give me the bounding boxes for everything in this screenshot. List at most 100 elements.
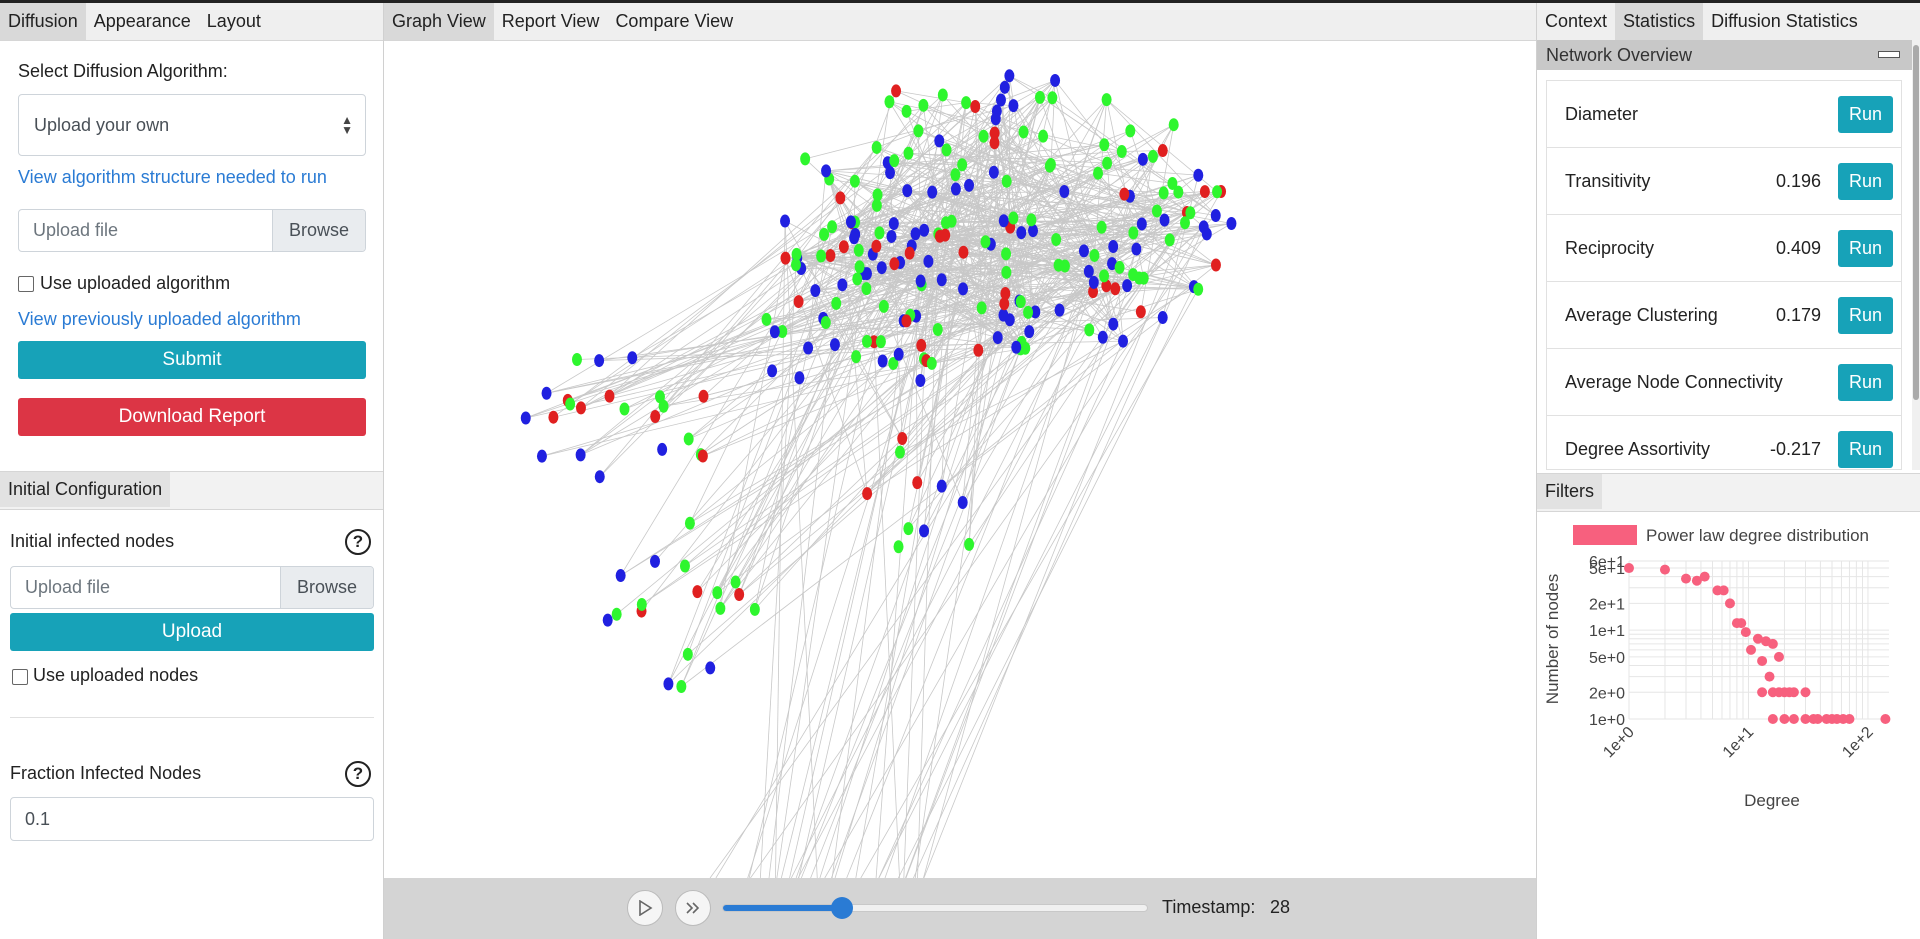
graph-node[interactable] (821, 164, 832, 178)
graph-node[interactable] (961, 96, 972, 110)
graph-node[interactable] (827, 220, 838, 234)
graph-node[interactable] (1083, 264, 1094, 278)
graph-node[interactable] (1102, 156, 1113, 170)
graph-node[interactable] (910, 227, 921, 241)
download-report-button[interactable]: Download Report (18, 398, 366, 436)
graph-node[interactable] (594, 470, 605, 484)
graph-node[interactable] (1020, 341, 1031, 355)
graph-node[interactable] (1151, 204, 1162, 218)
graph-node[interactable] (885, 166, 896, 180)
graph-node[interactable] (884, 95, 895, 109)
graph-node[interactable] (1000, 287, 1011, 301)
graph-node[interactable] (715, 601, 726, 615)
graph-node[interactable] (888, 356, 899, 370)
graph-node[interactable] (912, 476, 923, 490)
tab-initial-configuration[interactable]: Initial Configuration (0, 472, 171, 507)
graph-node[interactable] (1023, 305, 1034, 319)
graph-node[interactable] (1038, 129, 1049, 143)
graph-node[interactable] (1001, 174, 1012, 188)
graph-node[interactable] (889, 154, 900, 168)
graph-node[interactable] (998, 214, 1009, 228)
graph-node[interactable] (1135, 305, 1146, 319)
fast-forward-button[interactable] (675, 890, 711, 926)
tab-filters[interactable]: Filters (1537, 474, 1602, 509)
graph-node[interactable] (712, 586, 723, 600)
graph-node[interactable] (871, 198, 882, 212)
graph-node[interactable] (851, 350, 862, 364)
graph-node[interactable] (872, 188, 883, 202)
graph-node[interactable] (1122, 279, 1133, 293)
graph-node[interactable] (1051, 233, 1062, 247)
graph-node[interactable] (1131, 242, 1142, 256)
graph-node[interactable] (915, 274, 926, 288)
help-icon[interactable]: ? (345, 761, 371, 787)
graph-node[interactable] (886, 229, 897, 243)
graph-node[interactable] (889, 257, 900, 271)
graph-node[interactable] (1018, 125, 1029, 139)
graph-node[interactable] (565, 397, 576, 411)
graph-node[interactable] (829, 338, 840, 352)
graph-node[interactable] (936, 273, 947, 287)
graph-node[interactable] (548, 410, 559, 424)
graph-node[interactable] (780, 251, 791, 265)
graph-node[interactable] (1212, 185, 1223, 199)
graph-node[interactable] (932, 322, 943, 336)
graph-node[interactable] (934, 134, 945, 148)
use-uploaded-algorithm-checkbox[interactable] (18, 276, 34, 292)
graph-node[interactable] (913, 124, 924, 138)
graph-node[interactable] (991, 104, 1002, 118)
graph-node[interactable] (1125, 124, 1136, 138)
graph-node[interactable] (791, 247, 802, 261)
graph-node[interactable] (684, 516, 695, 530)
help-icon[interactable]: ? (345, 529, 371, 555)
graph-node[interactable] (861, 334, 872, 348)
algorithm-browse-button[interactable]: Browse (272, 210, 365, 251)
run-reciprocity-button[interactable]: Run (1838, 230, 1893, 267)
graph-node[interactable] (1008, 211, 1019, 225)
graph-node[interactable] (1201, 227, 1212, 241)
graph-node[interactable] (845, 215, 856, 229)
graph-node[interactable] (871, 239, 882, 253)
graph-node[interactable] (650, 410, 661, 424)
tab-appearance[interactable]: Appearance (93, 11, 191, 31)
graph-node[interactable] (1193, 168, 1204, 182)
graph-node[interactable] (878, 299, 889, 313)
graph-node[interactable] (1030, 305, 1041, 319)
nodes-browse-button[interactable]: Browse (280, 567, 373, 608)
graph-node[interactable] (853, 243, 864, 257)
graph-node[interactable] (918, 98, 929, 112)
graph-node[interactable] (650, 554, 661, 568)
graph-node[interactable] (876, 261, 887, 275)
graph-node[interactable] (923, 254, 934, 268)
view-algorithm-structure-link[interactable]: View algorithm structure needed to run (18, 167, 327, 187)
graph-node[interactable] (937, 88, 948, 102)
graph-node[interactable] (999, 80, 1010, 94)
graph-node[interactable] (794, 371, 805, 385)
graph-node[interactable] (835, 191, 846, 205)
graph-node[interactable] (988, 165, 999, 179)
graph-node[interactable] (1118, 334, 1129, 348)
graph-node[interactable] (730, 575, 741, 589)
graph-node[interactable] (1004, 69, 1015, 83)
graph-node[interactable] (903, 522, 914, 536)
graph-node[interactable] (894, 445, 905, 459)
graph-node[interactable] (976, 301, 987, 315)
graph-node[interactable] (1099, 138, 1110, 152)
tab-report-view[interactable]: Report View (501, 11, 600, 31)
graph-node[interactable] (1164, 233, 1175, 247)
graph-node[interactable] (679, 559, 690, 573)
graph-node[interactable] (964, 178, 975, 192)
graph-node[interactable] (1134, 271, 1145, 285)
graph-node[interactable] (893, 347, 904, 361)
graph-node[interactable] (837, 278, 848, 292)
run-degree-assortivity-button[interactable]: Run (1838, 431, 1893, 468)
run-average-clustering-button[interactable]: Run (1838, 297, 1893, 334)
network-graph[interactable] (384, 40, 1536, 878)
graph-node[interactable] (1026, 213, 1037, 227)
graph-node[interactable] (1050, 73, 1061, 87)
run-diameter-button[interactable]: Run (1838, 96, 1893, 133)
graph-node[interactable] (958, 282, 969, 296)
graph-node[interactable] (1128, 226, 1139, 240)
graph-node[interactable] (852, 272, 863, 286)
graph-node[interactable] (761, 312, 772, 326)
